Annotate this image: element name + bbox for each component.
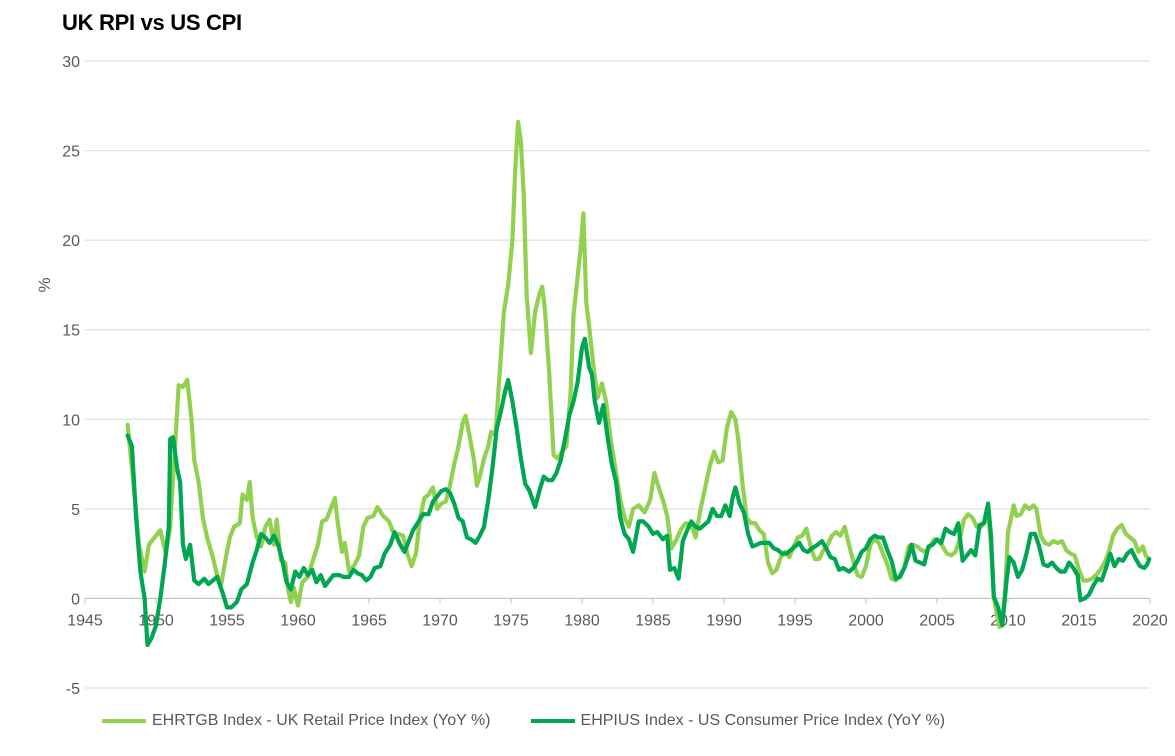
x-tick-label-1960: 1960 [280,612,316,629]
y-tick-label-5: 5 [71,502,80,519]
x-tick-label-1970: 1970 [422,612,458,629]
y-tick-label-20: 20 [62,233,80,250]
y-tick-label-10: 10 [62,412,80,429]
x-tick-label-2000: 2000 [848,612,884,629]
y-tick-label-0: 0 [71,591,80,608]
y-axis-label: % [35,277,54,292]
x-tick-label-1965: 1965 [351,612,387,629]
series-line-us-cpi [125,336,1152,648]
x-tick-label-2020: 2020 [1132,612,1168,629]
legend-item-us-cpi[interactable]: EHPIUS Index - US Consumer Price Index (… [530,712,946,730]
y-tick-label-30: 30 [62,54,80,71]
x-tick-label-1975: 1975 [493,612,529,629]
legend-swatch-uk-rpi [102,719,146,723]
y-tick-label-25: 25 [62,144,80,161]
x-tick-label-1990: 1990 [706,612,742,629]
chart-legend: EHRTGB Index - UK Retail Price Index (Yo… [102,712,985,730]
legend-swatch-us-cpi [530,719,575,723]
legend-label-uk-rpi: EHRTGB Index - UK Retail Price Index (Yo… [152,712,491,729]
x-tick-label-2015: 2015 [1061,612,1097,629]
legend-item-uk-rpi[interactable]: EHRTGB Index - UK Retail Price Index (Yo… [102,712,491,730]
x-tick-label-1955: 1955 [209,612,245,629]
chart-title: UK RPI vs US CPI [62,10,242,35]
x-tick-label-2005: 2005 [919,612,955,629]
x-tick-label-1980: 1980 [564,612,600,629]
legend-label-us-cpi: EHPIUS Index - US Consumer Price Index (… [580,712,946,729]
y-tick-label-15: 15 [62,323,80,340]
x-tick-label-1995: 1995 [777,612,813,629]
x-tick-label-1945: 1945 [67,612,103,629]
y-tick-label--5: -5 [66,681,80,698]
x-tick-label-1985: 1985 [635,612,671,629]
